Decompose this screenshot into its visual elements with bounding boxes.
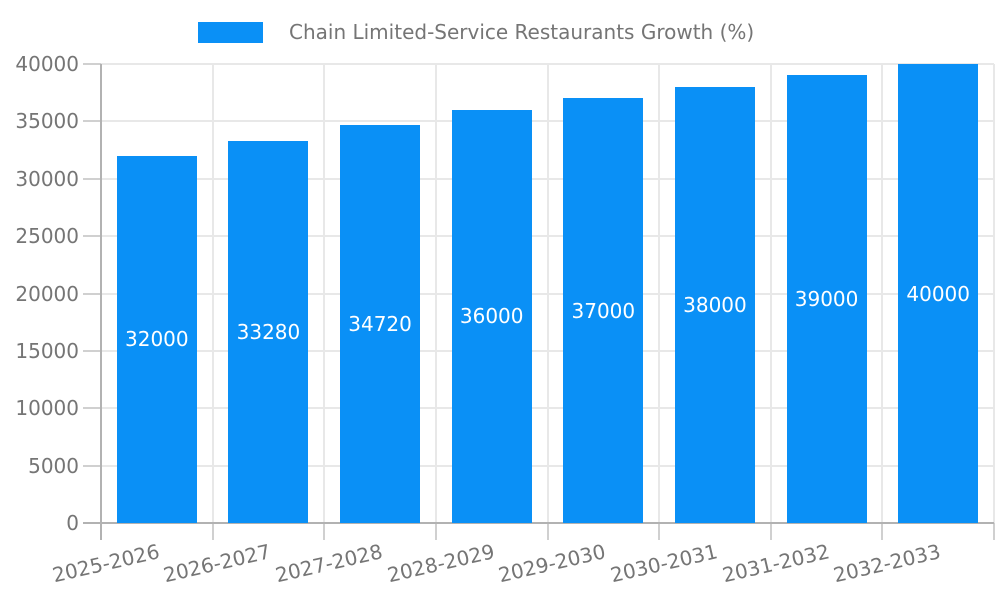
bar[interactable] [563,98,644,523]
x-gridline [434,64,437,523]
x-axis-tick-label: 2029-2030 [496,539,609,588]
y-axis-tick-label: 10000 [15,396,79,421]
x-axis-tick [658,523,661,540]
bar[interactable] [786,75,867,523]
bar[interactable] [228,141,309,523]
legend-swatch [198,21,263,43]
x-gridline [658,64,661,523]
x-axis-tick-label: 2031-2032 [719,539,832,588]
y-axis-line [100,64,102,540]
chart-legend[interactable]: Chain Limited-Service Restaurants Growth… [198,20,754,44]
legend-label: Chain Limited-Service Restaurants Growth… [289,20,755,44]
x-axis-tick [993,523,995,540]
y-axis-tick [83,177,101,180]
bar-value-label: 32000 [125,327,189,352]
x-gridline [881,64,884,523]
bar-value-label: 33280 [236,320,301,345]
bar[interactable] [674,86,755,523]
x-axis-tick [434,523,437,540]
x-axis-tick [546,523,549,540]
x-axis-tick-label: 2025-2026 [49,539,162,588]
bar-value-label: 38000 [683,292,747,317]
x-axis-tick-label: 2026-2027 [161,539,274,588]
x-gridline [769,64,772,523]
x-axis-baseline [83,522,994,524]
bar-value-label: 37000 [571,298,636,323]
y-axis-tick-label: 35000 [15,109,79,134]
x-gridline [993,64,995,523]
bar-value-label: 34720 [348,311,412,336]
y-axis-tick [83,292,101,295]
bar-value-label: 40000 [906,281,970,306]
y-axis-tick [83,407,101,410]
y-axis-tick-label: 5000 [28,453,79,478]
x-axis-tick [769,523,772,540]
y-axis-tick [83,349,101,352]
x-gridline [546,64,549,523]
x-gridline [211,64,214,523]
x-axis-tick [881,523,884,540]
y-axis-tick [83,63,101,65]
y-axis-tick-label: 25000 [15,224,79,249]
y-axis-tick-label: 30000 [15,166,79,191]
x-axis-tick-label: 2028-2029 [384,539,497,588]
x-gridline [323,64,326,523]
bar[interactable] [116,155,197,523]
x-axis-tick [323,523,326,540]
y-axis-tick-label: 15000 [15,338,79,363]
bar[interactable] [340,124,421,523]
x-axis-tick-label: 2032-2033 [831,539,943,588]
x-axis-tick-label: 2027-2028 [273,539,385,588]
bar[interactable] [898,64,979,523]
y-axis-tick [83,120,101,123]
y-axis-tick-label: 20000 [15,281,79,306]
bar-value-label: 36000 [459,304,524,329]
y-axis-tick [83,235,101,238]
x-axis-tick-label: 2030-2031 [608,539,720,588]
bar-value-label: 39000 [794,287,859,312]
bar[interactable] [451,109,532,523]
x-axis-tick [211,523,214,540]
y-axis-tick [83,464,101,467]
y-axis-tick-label: 40000 [15,52,79,76]
y-axis-tick-label: 0 [66,511,79,535]
